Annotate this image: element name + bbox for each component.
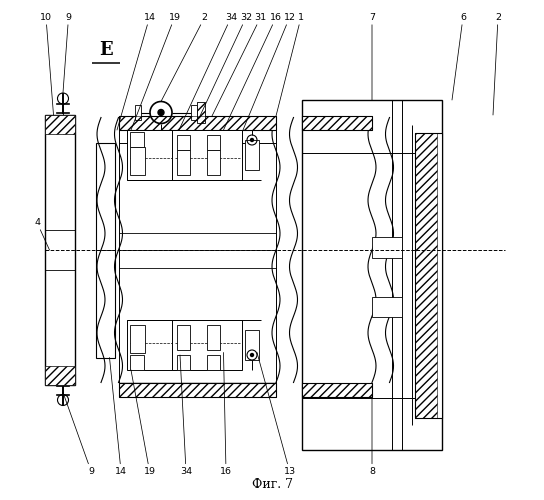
Bar	[207, 325, 219, 350]
Text: 16: 16	[224, 13, 282, 130]
Bar	[372, 238, 402, 258]
Text: 9: 9	[63, 13, 71, 92]
Text: 12: 12	[243, 13, 295, 130]
Bar	[45, 115, 75, 134]
Text: 6: 6	[452, 13, 466, 100]
Bar	[244, 330, 258, 360]
Text: Фиг. 7: Фиг. 7	[251, 478, 293, 492]
Circle shape	[250, 354, 254, 356]
Bar	[191, 106, 197, 120]
Bar	[119, 116, 276, 130]
Bar	[302, 116, 372, 130]
Bar	[177, 135, 189, 150]
Bar	[129, 325, 145, 352]
Bar	[119, 382, 276, 396]
Text: 4: 4	[34, 218, 50, 250]
Circle shape	[250, 138, 254, 141]
Bar	[415, 132, 437, 418]
Text: 34: 34	[179, 13, 237, 130]
Bar	[135, 106, 141, 120]
Text: 16: 16	[220, 352, 232, 476]
Bar	[244, 140, 258, 170]
Text: E: E	[99, 41, 113, 59]
Text: 14: 14	[117, 13, 156, 130]
Circle shape	[158, 110, 164, 116]
Text: 13: 13	[257, 352, 295, 476]
Bar	[129, 148, 145, 175]
Text: 9: 9	[63, 392, 94, 475]
Bar	[302, 100, 442, 450]
Text: 31: 31	[212, 13, 267, 116]
Bar	[177, 355, 189, 370]
Bar	[119, 116, 276, 130]
Bar	[207, 355, 219, 370]
Bar	[129, 355, 144, 370]
Bar	[207, 150, 219, 175]
Text: 1: 1	[276, 13, 304, 116]
Bar	[45, 115, 75, 385]
Text: 7: 7	[369, 13, 375, 100]
Text: 14: 14	[109, 358, 127, 476]
Text: 10: 10	[40, 13, 53, 115]
Text: 19: 19	[131, 13, 181, 130]
Bar	[302, 116, 372, 130]
Bar	[177, 150, 189, 175]
Text: 34: 34	[180, 355, 192, 476]
Bar	[127, 320, 182, 370]
Bar	[207, 135, 219, 150]
Bar	[302, 382, 372, 396]
Bar	[197, 102, 205, 122]
Bar	[129, 132, 144, 148]
Bar	[119, 382, 276, 396]
Bar	[177, 325, 189, 350]
Bar	[172, 320, 242, 370]
Bar	[45, 366, 75, 385]
Bar	[372, 297, 402, 317]
Bar	[127, 130, 182, 180]
Text: 8: 8	[369, 396, 375, 475]
Text: 19: 19	[131, 370, 156, 476]
Bar	[415, 132, 442, 418]
Text: 32: 32	[200, 13, 252, 116]
Bar	[96, 142, 115, 358]
Bar	[172, 130, 242, 180]
Bar	[302, 382, 372, 396]
Text: 2: 2	[161, 13, 207, 102]
Text: 2: 2	[493, 13, 501, 115]
